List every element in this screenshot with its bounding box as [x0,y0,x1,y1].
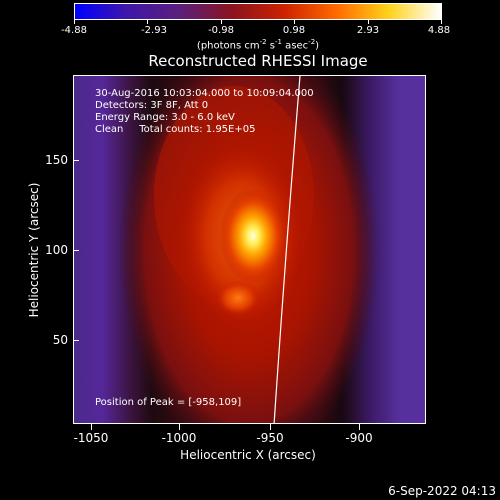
info-time-range: 30-Aug-2016 10:03:04.000 to 10:09:04.000 [95,88,314,99]
info-clean-counts: Clean Total counts: 1.95E+05 [95,124,256,135]
colorbar-tick-label: -2.93 [141,25,167,36]
info-detectors: Detectors: 3F 8F, Att 0 [95,100,209,111]
y-tick-label: 100 [45,243,68,257]
y-tick [73,250,79,251]
y-axis-label: Heliocentric Y (arcsec) [27,182,41,318]
colorbar-tick [221,19,222,24]
colorbar-units: (photons cm-2 s-1 asec-2) [196,38,320,52]
y-tick-label: 150 [45,153,68,167]
solar-limb-line [273,76,301,423]
flare-peak-source [219,188,287,284]
x-tick-label: -950 [256,431,284,445]
peak-position: Position of Peak = [-958,109] [95,397,242,408]
rhessi-image-plot: 30-Aug-2016 10:03:04.000 to 10:09:04.000… [73,75,426,424]
secondary-source [216,280,260,316]
x-tick [179,424,180,430]
x-tick [359,424,360,430]
colorbar-tick [147,19,148,24]
x-tick [270,424,271,430]
colorbar-tick [74,19,75,24]
colorbar-tick [294,19,295,24]
y-tick [73,340,79,341]
x-axis-label: Heliocentric X (arcsec) [180,448,316,462]
colorbar-tick-label: 2.93 [356,25,380,36]
colorbar-tick-label: 4.88 [427,25,451,36]
image-title: Reconstructed RHESSI Image [148,52,368,70]
info-energy-range: Energy Range: 3.0 - 6.0 keV [95,112,235,123]
colorbar-tick-label: 0.98 [282,25,306,36]
x-tick-label: -900 [345,431,373,445]
timestamp: 6-Sep-2022 04:13 [388,484,496,498]
x-tick [91,424,92,430]
x-tick-label: -1000 [161,431,197,445]
y-tick [73,160,79,161]
colorbar [74,3,442,20]
y-tick-label: 50 [52,333,68,347]
colorbar-tick [368,19,369,24]
colorbar-tick [441,19,442,24]
colorbar-tick-label: -4.88 [61,25,87,36]
flux-map [74,76,425,423]
x-tick-label: -1050 [73,431,109,445]
colorbar-tick-label: -0.98 [208,25,234,36]
